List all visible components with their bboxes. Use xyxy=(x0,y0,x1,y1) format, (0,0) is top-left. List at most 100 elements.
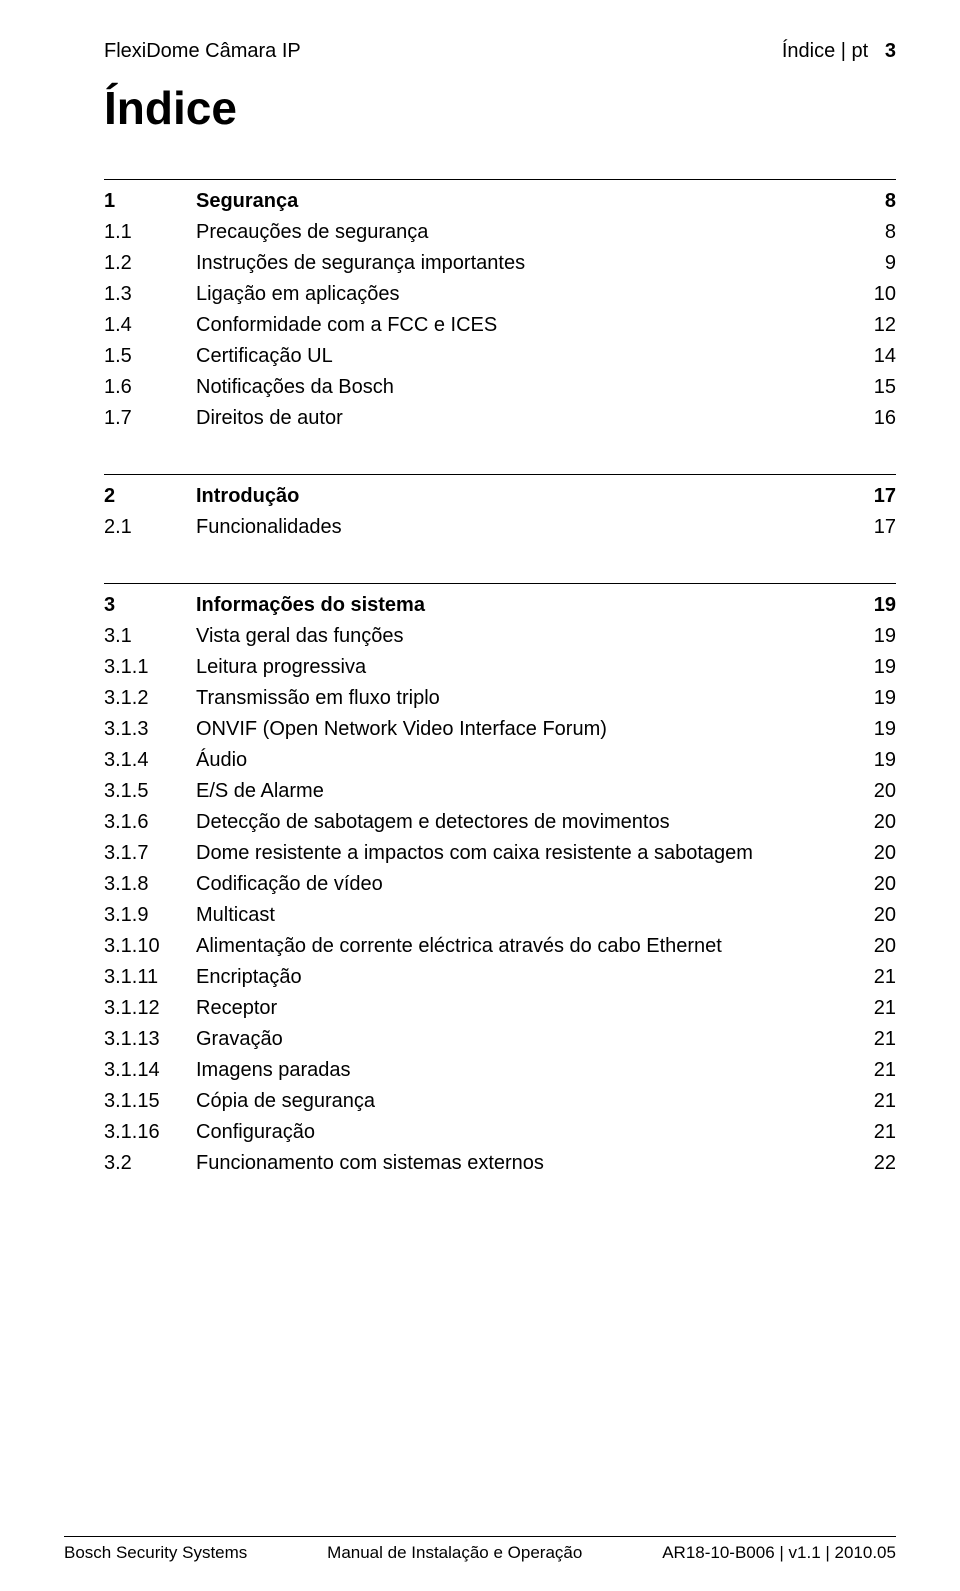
toc-num: 3.1.4 xyxy=(104,745,196,776)
toc-num: 2 xyxy=(104,481,196,512)
toc-row[interactable]: 3.1.10Alimentação de corrente eléctrica … xyxy=(104,931,896,962)
toc-num: 3.1.16 xyxy=(104,1117,196,1148)
toc-num: 3.1.13 xyxy=(104,1024,196,1055)
toc-row[interactable]: 3.1Vista geral das funções19 xyxy=(104,621,896,652)
toc-num: 3.1.10 xyxy=(104,931,196,962)
toc-row[interactable]: 3.1.6Detecção de sabotagem e detectores … xyxy=(104,807,896,838)
toc-row[interactable]: 3.1.14Imagens paradas21 xyxy=(104,1055,896,1086)
toc-text: Notificações da Bosch xyxy=(196,372,856,403)
toc-row[interactable]: 1.2Instruções de segurança importantes9 xyxy=(104,248,896,279)
toc-page: 20 xyxy=(856,776,896,807)
toc-row[interactable]: 1.3Ligação em aplicações10 xyxy=(104,279,896,310)
toc-page: 19 xyxy=(856,714,896,745)
toc-text: Gravação xyxy=(196,1024,856,1055)
toc-row[interactable]: 1.5Certificação UL14 xyxy=(104,341,896,372)
toc-num: 3.1.5 xyxy=(104,776,196,807)
toc-num: 3.1.8 xyxy=(104,869,196,900)
toc-page: 21 xyxy=(856,1086,896,1117)
toc-page: 21 xyxy=(856,993,896,1024)
toc-row[interactable]: 1.1Precauções de segurança8 xyxy=(104,217,896,248)
toc-text: Multicast xyxy=(196,900,856,931)
toc-group: 2 Introdução 17 2.1Funcionalidades17 xyxy=(104,474,896,543)
toc-page: 17 xyxy=(856,512,896,543)
toc-num: 1.1 xyxy=(104,217,196,248)
toc-page: 22 xyxy=(856,1148,896,1179)
toc-group: 1 Segurança 8 1.1Precauções de segurança… xyxy=(104,179,896,434)
toc-text: Funcionalidades xyxy=(196,512,856,543)
toc-page: 19 xyxy=(856,745,896,776)
toc-text: Certificação UL xyxy=(196,341,856,372)
toc-num: 1.2 xyxy=(104,248,196,279)
toc-text: Vista geral das funções xyxy=(196,621,856,652)
toc-num: 1.5 xyxy=(104,341,196,372)
toc-page: 8 xyxy=(856,217,896,248)
toc-text: Cópia de segurança xyxy=(196,1086,856,1117)
toc-row[interactable]: 1.6Notificações da Bosch15 xyxy=(104,372,896,403)
footer-center: Manual de Instalação e Operação xyxy=(327,1543,582,1563)
toc-text: Segurança xyxy=(196,186,856,217)
toc-row[interactable]: 3.1.2Transmissão em fluxo triplo19 xyxy=(104,683,896,714)
toc-row[interactable]: 3.2Funcionamento com sistemas externos22 xyxy=(104,1148,896,1179)
toc-text: Introdução xyxy=(196,481,856,512)
toc-row[interactable]: 3.1.4Áudio19 xyxy=(104,745,896,776)
toc-page: 19 xyxy=(856,683,896,714)
toc-num: 3.1.7 xyxy=(104,838,196,869)
toc-page: 14 xyxy=(856,341,896,372)
toc-page: 16 xyxy=(856,403,896,434)
toc-page: 20 xyxy=(856,838,896,869)
toc-num: 3.1.6 xyxy=(104,807,196,838)
toc-page: 9 xyxy=(856,248,896,279)
toc-page: 15 xyxy=(856,372,896,403)
toc-row[interactable]: 3.1.9Multicast20 xyxy=(104,900,896,931)
toc-page: 20 xyxy=(856,869,896,900)
footer-left: Bosch Security Systems xyxy=(64,1543,247,1563)
toc-num: 3.1.3 xyxy=(104,714,196,745)
toc-page: 20 xyxy=(856,900,896,931)
toc-group: 3 Informações do sistema 19 3.1Vista ger… xyxy=(104,583,896,1179)
toc-page: 19 xyxy=(856,590,896,621)
toc-heading[interactable]: 1 Segurança 8 xyxy=(104,179,896,217)
toc-text: Encriptação xyxy=(196,962,856,993)
toc-page: 10 xyxy=(856,279,896,310)
header-left: FlexiDome Câmara IP xyxy=(104,40,301,63)
toc-page: 21 xyxy=(856,1117,896,1148)
toc-text: Alimentação de corrente eléctrica atravé… xyxy=(196,931,856,962)
toc-row[interactable]: 3.1.7Dome resistente a impactos com caix… xyxy=(104,838,896,869)
toc-text: Codificação de vídeo xyxy=(196,869,856,900)
toc-num: 3.1.12 xyxy=(104,993,196,1024)
toc-page: 19 xyxy=(856,652,896,683)
toc-row[interactable]: 3.1.3ONVIF (Open Network Video Interface… xyxy=(104,714,896,745)
toc-page: 21 xyxy=(856,1055,896,1086)
toc-num: 3.1.11 xyxy=(104,962,196,993)
toc-page: 21 xyxy=(856,1024,896,1055)
toc-heading[interactable]: 2 Introdução 17 xyxy=(104,474,896,512)
footer-right: AR18-10-B006 | v1.1 | 2010.05 xyxy=(662,1543,896,1563)
toc-row[interactable]: 1.4Conformidade com a FCC e ICES12 xyxy=(104,310,896,341)
toc-row[interactable]: 3.1.8Codificação de vídeo20 xyxy=(104,869,896,900)
toc-page: 20 xyxy=(856,807,896,838)
toc-row[interactable]: 3.1.16Configuração21 xyxy=(104,1117,896,1148)
toc-text: E/S de Alarme xyxy=(196,776,856,807)
toc-page: 19 xyxy=(856,621,896,652)
toc-row[interactable]: 2.1Funcionalidades17 xyxy=(104,512,896,543)
toc-row[interactable]: 3.1.5E/S de Alarme20 xyxy=(104,776,896,807)
toc-text: Configuração xyxy=(196,1117,856,1148)
toc-num: 3.1.9 xyxy=(104,900,196,931)
toc-text: Transmissão em fluxo triplo xyxy=(196,683,856,714)
toc-row[interactable]: 3.1.12Receptor21 xyxy=(104,993,896,1024)
page-title: Índice xyxy=(104,81,896,135)
toc-row[interactable]: 3.1.15Cópia de segurança21 xyxy=(104,1086,896,1117)
toc-row[interactable]: 3.1.13Gravação21 xyxy=(104,1024,896,1055)
toc-text: Funcionamento com sistemas externos xyxy=(196,1148,856,1179)
toc-heading[interactable]: 3 Informações do sistema 19 xyxy=(104,583,896,621)
toc-page: 12 xyxy=(856,310,896,341)
page: FlexiDome Câmara IP Índice | pt 3 Índice… xyxy=(0,0,960,1591)
toc-num: 1 xyxy=(104,186,196,217)
header-page-number: 3 xyxy=(885,40,896,62)
header-right-label: Índice | pt xyxy=(782,40,868,62)
toc-text: Instruções de segurança importantes xyxy=(196,248,856,279)
toc-row[interactable]: 3.1.11Encriptação21 xyxy=(104,962,896,993)
toc-page: 17 xyxy=(856,481,896,512)
toc-row[interactable]: 3.1.1Leitura progressiva19 xyxy=(104,652,896,683)
toc-row[interactable]: 1.7Direitos de autor16 xyxy=(104,403,896,434)
